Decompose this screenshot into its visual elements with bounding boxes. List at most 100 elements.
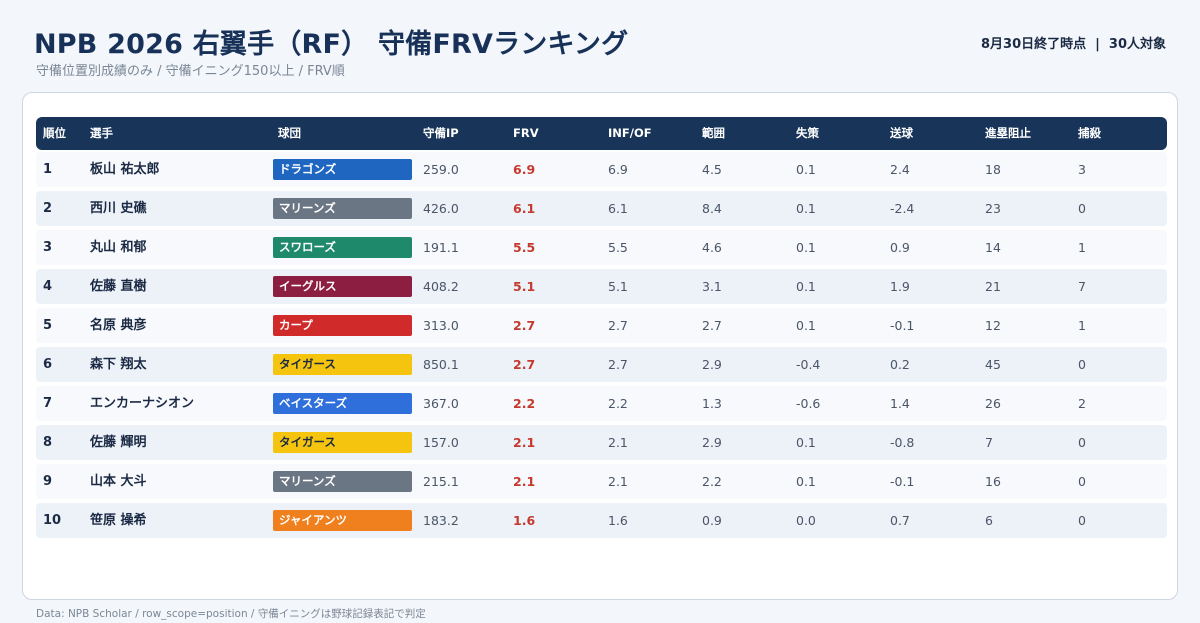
rank-cell: 7 bbox=[43, 396, 53, 411]
ip-cell: 426.0 bbox=[423, 201, 459, 216]
assist-cell: 7 bbox=[1078, 279, 1086, 294]
infof-cell: 5.5 bbox=[608, 240, 628, 255]
table-row: 4 佐藤 直樹 408.2 5.1 5.1 3.1 0.1 1.9 21 7 イーグルス bbox=[36, 269, 1167, 304]
col-header-assist: 捕殺 bbox=[1078, 126, 1101, 140]
frv-cell: 2.1 bbox=[513, 435, 536, 450]
rank-cell: 4 bbox=[43, 279, 53, 294]
error-cell: -0.6 bbox=[796, 396, 821, 411]
infof-cell: 2.2 bbox=[608, 396, 628, 411]
team-badge: タイガース bbox=[273, 432, 412, 453]
team-badge: マリーンズ bbox=[273, 198, 412, 219]
assist-cell: 0 bbox=[1078, 513, 1086, 528]
table-row: 3 丸山 和郁 191.1 5.5 5.5 4.6 0.1 0.9 14 1 スワローズ bbox=[36, 230, 1167, 265]
player-name: 西川 史礁 bbox=[90, 201, 147, 216]
range-cell: 2.9 bbox=[702, 357, 722, 372]
error-cell: 0.1 bbox=[796, 201, 816, 216]
table-row: 8 佐藤 輝明 157.0 2.1 2.1 2.9 0.1 -0.8 7 0 タイガース bbox=[36, 425, 1167, 460]
infof-cell: 2.7 bbox=[608, 318, 628, 333]
player-name: 丸山 和郁 bbox=[90, 240, 147, 255]
table-row: 2 西川 史礁 426.0 6.1 6.1 8.4 0.1 -2.4 23 0 マリーンズ bbox=[36, 191, 1167, 226]
col-header-range: 範囲 bbox=[702, 126, 725, 140]
frv-cell: 2.2 bbox=[513, 396, 536, 411]
table-row: 9 山本 大斗 215.1 2.1 2.1 2.2 0.1 -0.1 16 0 マリーンズ bbox=[36, 464, 1167, 499]
rank-cell: 10 bbox=[43, 513, 62, 528]
team-badge: ドラゴンズ bbox=[273, 159, 412, 180]
ip-cell: 850.1 bbox=[423, 357, 459, 372]
advance-cell: 18 bbox=[985, 162, 1001, 177]
col-header-infof: INF/OF bbox=[608, 126, 652, 140]
team-badge: カープ bbox=[273, 315, 412, 336]
arm-cell: 1.9 bbox=[890, 279, 910, 294]
ip-cell: 313.0 bbox=[423, 318, 459, 333]
error-cell: -0.4 bbox=[796, 357, 821, 372]
rank-cell: 2 bbox=[43, 201, 53, 216]
infof-cell: 1.6 bbox=[608, 513, 628, 528]
ip-cell: 367.0 bbox=[423, 396, 459, 411]
rank-cell: 6 bbox=[43, 357, 53, 372]
infof-cell: 2.7 bbox=[608, 357, 628, 372]
player-name: 森下 翔太 bbox=[90, 357, 147, 372]
advance-cell: 16 bbox=[985, 474, 1001, 489]
rank-cell: 1 bbox=[43, 162, 53, 177]
player-name: 板山 祐太郎 bbox=[90, 162, 160, 177]
player-name: 佐藤 輝明 bbox=[90, 435, 147, 450]
meta-info: 8月30日終了時点 | 30人対象 bbox=[981, 33, 1166, 52]
meta-separator: | bbox=[1095, 37, 1100, 52]
advance-cell: 21 bbox=[985, 279, 1001, 294]
rank-cell: 9 bbox=[43, 474, 53, 489]
ip-cell: 183.2 bbox=[423, 513, 459, 528]
range-cell: 2.7 bbox=[702, 318, 722, 333]
rank-cell: 3 bbox=[43, 240, 53, 255]
col-header-ip: 守備IP bbox=[423, 126, 459, 140]
infof-cell: 6.9 bbox=[608, 162, 628, 177]
range-cell: 2.9 bbox=[702, 435, 722, 450]
ip-cell: 259.0 bbox=[423, 162, 459, 177]
range-cell: 8.4 bbox=[702, 201, 722, 216]
infof-cell: 2.1 bbox=[608, 474, 628, 489]
arm-cell: 2.4 bbox=[890, 162, 910, 177]
arm-cell: 0.2 bbox=[890, 357, 910, 372]
rank-cell: 5 bbox=[43, 318, 53, 333]
arm-cell: -0.1 bbox=[890, 474, 915, 489]
range-cell: 4.6 bbox=[702, 240, 722, 255]
error-cell: 0.0 bbox=[796, 513, 816, 528]
arm-cell: -0.1 bbox=[890, 318, 915, 333]
range-cell: 0.9 bbox=[702, 513, 722, 528]
advance-cell: 6 bbox=[985, 513, 993, 528]
table-row: 1 板山 祐太郎 259.0 6.9 6.9 4.5 0.1 2.4 18 3 ドラゴンズ bbox=[36, 152, 1167, 187]
arm-cell: 0.9 bbox=[890, 240, 910, 255]
assist-cell: 1 bbox=[1078, 318, 1086, 333]
advance-cell: 45 bbox=[985, 357, 1001, 372]
advance-cell: 23 bbox=[985, 201, 1001, 216]
assist-cell: 0 bbox=[1078, 474, 1086, 489]
assist-cell: 3 bbox=[1078, 162, 1086, 177]
frv-cell: 6.1 bbox=[513, 201, 536, 216]
player-name: エンカーナシオン bbox=[90, 396, 195, 411]
frv-cell: 5.5 bbox=[513, 240, 536, 255]
col-header-player: 選手 bbox=[90, 126, 113, 140]
data-source-note: Data: NPB Scholar / row_scope=position /… bbox=[36, 608, 426, 620]
table-row: 7 エンカーナシオン 367.0 2.2 2.2 1.3 -0.6 1.4 26 2 ベイスターズ bbox=[36, 386, 1167, 421]
assist-cell: 1 bbox=[1078, 240, 1086, 255]
assist-cell: 0 bbox=[1078, 357, 1086, 372]
ip-cell: 408.2 bbox=[423, 279, 459, 294]
frv-cell: 2.1 bbox=[513, 474, 536, 489]
frv-cell: 6.9 bbox=[513, 162, 536, 177]
frv-cell: 1.6 bbox=[513, 513, 536, 528]
arm-cell: -2.4 bbox=[890, 201, 915, 216]
col-header-team: 球団 bbox=[278, 126, 301, 140]
col-header-advance: 進塁阻止 bbox=[985, 126, 1031, 140]
advance-cell: 12 bbox=[985, 318, 1001, 333]
table-row: 6 森下 翔太 850.1 2.7 2.7 2.9 -0.4 0.2 45 0 タイガース bbox=[36, 347, 1167, 382]
team-badge: ジャイアンツ bbox=[273, 510, 412, 531]
page-subtitle: 守備位置別成績のみ / 守備イニング150以上 / FRV順 bbox=[36, 64, 345, 79]
table-header: 順位 選手 球団 守備IP FRV INF/OF 範囲 失策 送球 進塁阻止 捕… bbox=[36, 117, 1167, 150]
error-cell: 0.1 bbox=[796, 474, 816, 489]
error-cell: 0.1 bbox=[796, 318, 816, 333]
table-row: 10 笹原 操希 183.2 1.6 1.6 0.9 0.0 0.7 6 0 ジャイアンツ bbox=[36, 503, 1167, 538]
range-cell: 4.5 bbox=[702, 162, 722, 177]
range-cell: 1.3 bbox=[702, 396, 722, 411]
ip-cell: 191.1 bbox=[423, 240, 459, 255]
arm-cell: 1.4 bbox=[890, 396, 910, 411]
as-of-date: 8月30日終了時点 bbox=[981, 37, 1087, 52]
